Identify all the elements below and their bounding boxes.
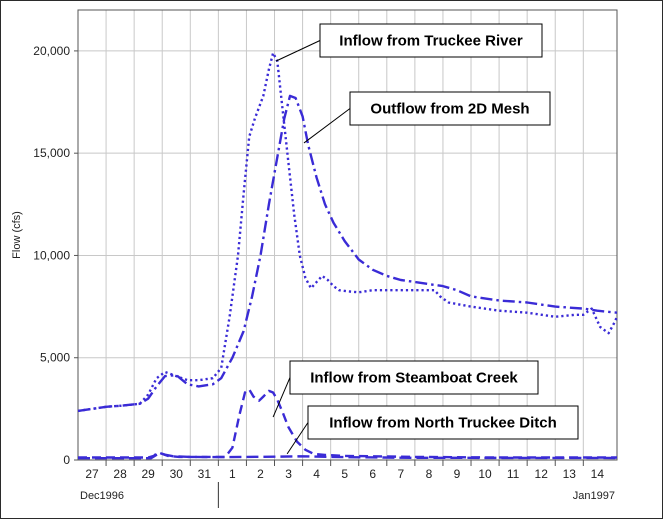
annotations: Inflow from Truckee River Outflow from 2D…	[272, 23, 579, 455]
annotation-box	[307, 405, 579, 440]
annotation-leader	[275, 40, 321, 62]
x-tick-label: 9	[454, 467, 461, 481]
x-tick-label: 10	[478, 467, 492, 481]
x-tick-label: 3	[285, 467, 292, 481]
annotation-leader	[303, 108, 351, 144]
annotation-label: Outflow from 2D Mesh	[370, 101, 529, 118]
x-tick-label: 4	[313, 467, 320, 481]
x-tick-label: 12	[535, 467, 549, 481]
y-axis-label: Flow (cfs)	[11, 211, 23, 259]
annotation-mesh: Outflow from 2D Mesh	[303, 91, 551, 144]
x-tick-label: 14	[591, 467, 605, 481]
y-axis: 0 5,000 10,000 15,000 20,000	[33, 44, 78, 467]
annotation-box	[289, 360, 539, 395]
annotation-north: Inflow from North Truckee Ditch	[286, 405, 579, 455]
period-label: Dec1996	[80, 490, 124, 502]
annotation-label: Inflow from Steamboat Creek	[310, 370, 518, 387]
annotation-leader	[286, 422, 309, 455]
annotation-steamboat: Inflow from Steamboat Creek	[272, 360, 539, 418]
x-tick-label: 2	[257, 467, 264, 481]
period-label: Jan1997	[573, 490, 615, 502]
series-line-truckee	[77, 51, 619, 413]
x-tick-label: 5	[341, 467, 348, 481]
annotation-truckee: Inflow from Truckee River	[275, 23, 543, 62]
x-tick-label: 1	[229, 467, 236, 481]
x-tick-label: 31	[198, 467, 212, 481]
annotation-label: Inflow from Truckee River	[339, 33, 523, 50]
x-tick-label: 30	[170, 467, 184, 481]
x-tick-label: 6	[369, 467, 376, 481]
x-tick-label: 29	[142, 467, 156, 481]
x-tick-label: 28	[113, 467, 127, 481]
series-group	[77, 51, 619, 460]
x-tick-label: 27	[85, 467, 99, 481]
plot-area	[77, 9, 618, 461]
x-tick-label: 13	[563, 467, 577, 481]
y-tick-label: 5,000	[40, 351, 70, 365]
annotation-box	[319, 23, 543, 58]
annotation-label: Inflow from North Truckee Ditch	[329, 415, 557, 432]
x-tick-label: 7	[397, 467, 404, 481]
series-line-north	[78, 452, 618, 460]
y-tick-label: 20,000	[33, 44, 70, 58]
y-tick-label: 0	[63, 453, 70, 467]
y-tick-label: 10,000	[33, 248, 70, 262]
annotation-leader	[272, 377, 291, 418]
x-tick-label: 11	[507, 467, 520, 481]
series-line-mesh	[77, 94, 618, 413]
annotation-box	[349, 91, 551, 126]
x-tick-label: 8	[426, 467, 433, 481]
y-tick-label: 15,000	[33, 146, 70, 160]
